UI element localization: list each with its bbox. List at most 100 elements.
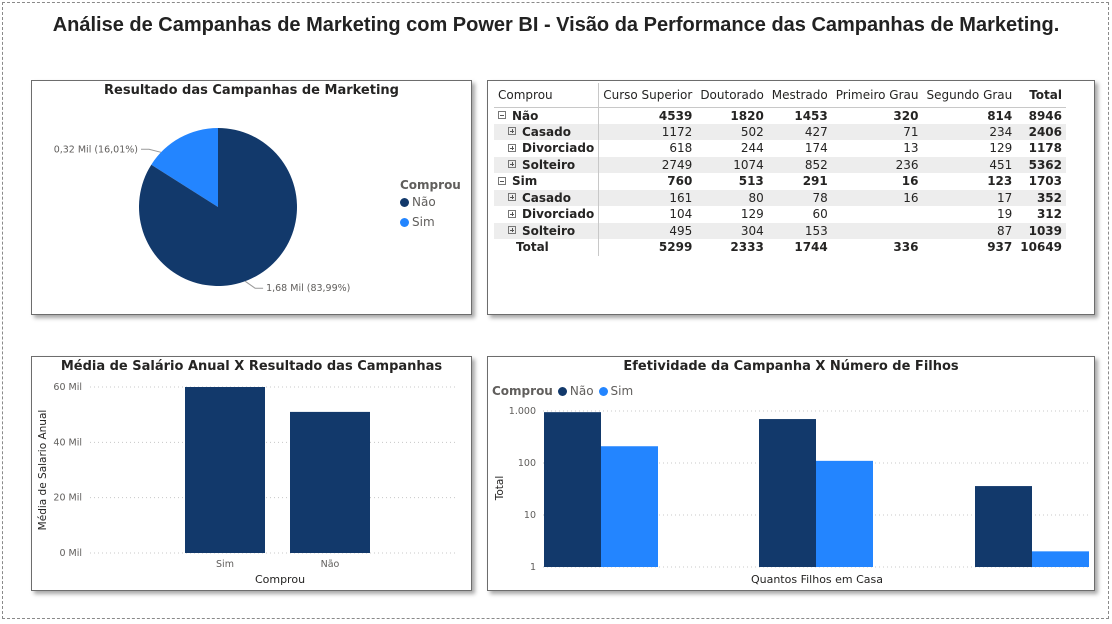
expand-plus-icon[interactable] — [508, 193, 516, 202]
matrix-cell: 312 — [1036, 207, 1063, 222]
matrix-row-header[interactable]: Solteiro — [494, 222, 600, 239]
matrix-row[interactable]: Divorciado 104 129 60 19 312 — [494, 206, 1066, 223]
matrix-cell: 1039 — [1016, 222, 1067, 239]
matrix-row[interactable]: Solteiro 495 304 153 87 1039 — [494, 222, 1067, 239]
children-y-axis-title: Total — [494, 476, 506, 502]
matrix-cell: 1074 — [696, 156, 768, 173]
pie-slice-sim[interactable] — [151, 128, 218, 207]
matrix-cell: 2749 — [598, 156, 697, 173]
matrix-header-curso-superior[interactable]: Curso Superior — [603, 87, 693, 102]
matrix-row-header[interactable]: Sim — [494, 173, 600, 190]
matrix-header-row: Comprou Curso Superior Doutorado Mestrad… — [494, 83, 1066, 107]
matrix-cell: 2406 — [1016, 123, 1067, 140]
pie-legend-title: Comprou — [400, 178, 461, 192]
pie-chart-card[interactable]: Resultado das Campanhas de Marketing 0,3… — [31, 80, 472, 315]
children-legend: Comprou Não Sim — [492, 384, 633, 398]
matrix-header-mestrado[interactable]: Mestrado — [771, 87, 828, 102]
pie-leader-nao — [244, 280, 264, 289]
matrix-cell: 13 — [903, 141, 919, 156]
matrix-row[interactable]: Solteiro 2749 1074 852 236 451 5362 — [494, 156, 1067, 173]
matrix-cell: 336 — [893, 240, 919, 255]
matrix-row-header[interactable]: Divorciado — [494, 140, 600, 157]
legend-marker-nao — [400, 197, 409, 207]
children-bar-nao[interactable] — [544, 412, 601, 567]
expand-plus-icon[interactable] — [508, 143, 516, 152]
matrix-header-doutorado[interactable]: Doutorado — [700, 87, 764, 102]
children-bar-sim[interactable] — [816, 460, 873, 567]
matrix-cell: 1178 — [1028, 141, 1063, 156]
children-bar-sim[interactable] — [1032, 551, 1089, 567]
salary-x-tick-label: Não — [321, 559, 340, 570]
matrix-total-row[interactable]: Total 5299 2333 1744 336 937 10649 — [494, 239, 1066, 256]
pie-slice-nao[interactable] — [139, 128, 297, 286]
matrix-row-header[interactable]: Divorciado — [494, 206, 600, 223]
matrix-row-header: Total — [494, 239, 600, 256]
salary-x-axis-title: Comprou — [255, 573, 305, 586]
children-bar-chart-card[interactable]: Efetividade da Campanha X Número de Filh… — [487, 356, 1095, 591]
children-y-tick-label: 10 — [524, 510, 536, 521]
salary-bar-chart-card[interactable]: Média de Salário Anual X Resultado das C… — [31, 356, 472, 591]
matrix-cell — [832, 206, 923, 223]
salary-bar-sim[interactable] — [185, 387, 265, 553]
matrix-cell: 87 — [922, 222, 1017, 239]
expand-plus-icon[interactable] — [508, 160, 516, 169]
matrix-cell: 104 — [669, 207, 693, 222]
matrix-row[interactable]: Casado 1172 502 427 71 234 2406 — [494, 123, 1067, 140]
matrix-cell: 174 — [804, 141, 828, 156]
matrix-header-primeiro-grau[interactable]: Primeiro Grau — [835, 87, 919, 102]
matrix-cell: 513 — [738, 174, 764, 189]
matrix-card[interactable]: Comprou Curso Superior Doutorado Mestrad… — [487, 80, 1095, 315]
salary-y-tick-label: 60 Mil — [53, 382, 82, 393]
matrix-cell: 852 — [767, 156, 832, 173]
salary-bar-chart: 0 Mil 20 Mil 40 Mil 60 Mil Sim Não Comprou Médi… — [37, 382, 457, 586]
matrix-row-header[interactable]: Casado — [494, 189, 600, 206]
salary-bar-nao[interactable] — [290, 411, 370, 553]
matrix-cell: 10649 — [1020, 240, 1063, 255]
matrix-header-comprou[interactable]: Comprou — [494, 83, 600, 107]
matrix-cell: 320 — [831, 106, 923, 124]
children-y-tick-label: 1 — [530, 562, 536, 573]
children-bar-chart: 1 10 100 1.000 Quantos Filhos em Casa Total — [494, 406, 1090, 586]
matrix-row-header[interactable]: Solteiro — [494, 156, 600, 173]
matrix-row[interactable]: Divorciado 618 244 174 13 129 1178 — [494, 140, 1066, 157]
matrix-cell: 153 — [767, 222, 832, 239]
matrix-row-header[interactable]: Não — [494, 106, 600, 124]
children-x-axis-title: Quantos Filhos em Casa — [751, 573, 883, 586]
pie-chart-title: Resultado das Campanhas de Marketing — [104, 83, 399, 98]
matrix-row-header[interactable]: Casado — [494, 123, 600, 140]
children-legend-item-sim[interactable]: Sim — [598, 384, 634, 398]
legend-marker-sim — [598, 386, 608, 396]
pie-legend-item-nao[interactable]: Não — [400, 195, 461, 209]
matrix-cell: 352 — [1016, 189, 1067, 206]
children-legend-item-nao[interactable]: Não — [557, 384, 594, 398]
matrix-row-label: Divorciado — [522, 207, 595, 222]
collapse-minus-icon[interactable] — [498, 111, 506, 119]
matrix-header-total[interactable]: Total — [1029, 87, 1063, 102]
pie-legend-item-sim[interactable]: Sim — [400, 215, 461, 229]
matrix-header-segundo-grau[interactable]: Segundo Grau — [926, 87, 1013, 102]
collapse-minus-icon[interactable] — [498, 176, 506, 185]
pie-chart: 0,32 Mil (16,01%) 1,68 Mil (83,99%) — [54, 128, 350, 294]
legend-label-sim: Sim — [610, 384, 634, 398]
children-bar-nao[interactable] — [975, 486, 1032, 567]
matrix-cell: 1820 — [696, 106, 768, 124]
pie-leader-sim — [141, 148, 162, 153]
matrix-row[interactable]: Sim 760 513 291 16 123 1703 — [494, 173, 1066, 190]
matrix-row-label: Casado — [522, 190, 571, 205]
salary-y-tick-label: 20 Mil — [53, 493, 82, 504]
matrix-cell: 244 — [740, 141, 764, 156]
matrix-row[interactable]: Casado 161 80 78 16 17 352 — [494, 189, 1067, 206]
matrix-cell: 5299 — [658, 240, 693, 255]
matrix-cell: 60 — [812, 207, 828, 222]
legend-marker-sim — [400, 217, 409, 227]
expand-plus-icon[interactable] — [508, 127, 516, 136]
expand-plus-icon[interactable] — [508, 209, 516, 218]
matrix-row[interactable]: Não 4539 1820 1453 320 814 8946 — [494, 106, 1067, 124]
legend-marker-nao — [557, 386, 567, 396]
children-bar-nao[interactable] — [759, 419, 816, 567]
children-bar-sim[interactable] — [601, 446, 658, 567]
matrix-cell — [831, 222, 923, 239]
matrix-cell: 161 — [598, 189, 697, 206]
expand-plus-icon[interactable] — [508, 226, 516, 235]
matrix-row-label: Não — [512, 108, 539, 123]
